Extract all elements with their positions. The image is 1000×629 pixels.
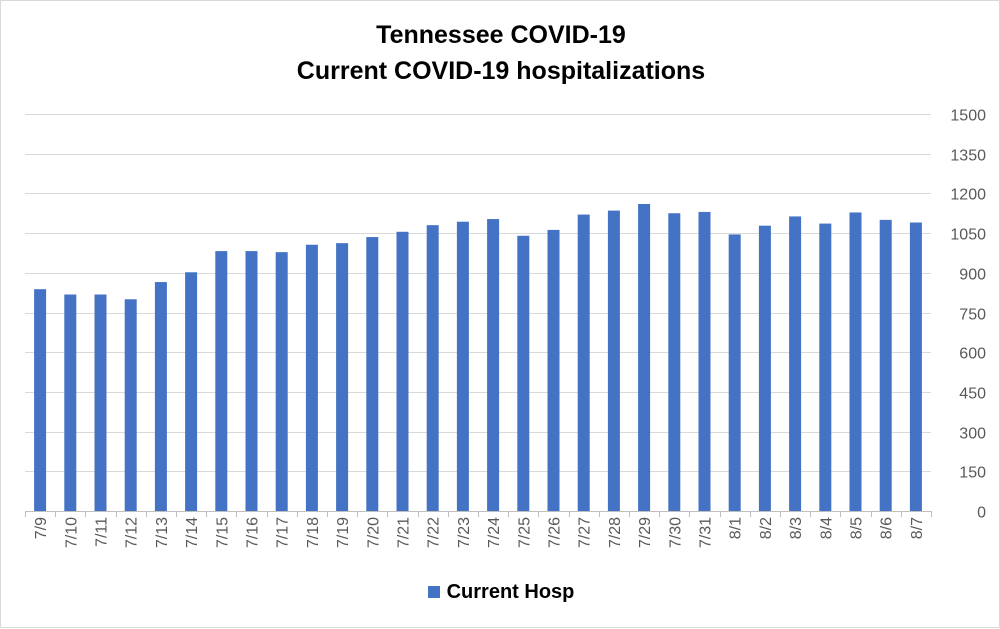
y-tick-label: 750 [959,307,986,324]
x-tick-label: 7/27 [577,517,594,548]
bar [336,243,349,511]
y-tick-label: 1050 [950,227,986,244]
x-tick-label: 8/3 [788,517,805,539]
bar [456,221,469,511]
bar [879,219,892,511]
bar [245,251,258,511]
x-tick-label: 8/4 [818,517,835,539]
bar [426,225,439,511]
bar [124,299,137,511]
x-tick-label: 7/23 [456,517,473,548]
x-tick-label: 7/30 [667,517,684,548]
y-tick-label: 1350 [950,148,986,165]
bar [547,229,560,511]
x-tick-label: 7/31 [698,517,715,548]
legend-swatch [427,586,440,598]
bar [64,294,77,511]
bar [215,251,228,511]
x-tick-label: 7/17 [275,517,292,548]
bar [305,244,318,511]
y-tick-label: 0 [977,505,986,522]
x-tick-label: 8/7 [909,517,926,539]
bar [698,211,711,511]
x-tick-label: 7/24 [486,517,503,548]
x-tick-label: 7/20 [365,517,382,548]
x-tick-label: 7/13 [154,517,171,548]
x-tick-label: 7/19 [335,517,352,548]
x-tick-label: 7/21 [396,517,413,548]
chart-legend: Current Hosp [1,581,1000,604]
bar [849,212,862,511]
x-tick-label: 7/15 [214,517,231,548]
y-tick-label: 150 [959,465,986,482]
x-tick-label: 7/10 [63,517,80,548]
y-tick-label: 1200 [950,187,986,204]
x-tick-label: 7/25 [516,517,533,548]
bar [668,213,681,511]
bar [728,234,741,511]
bar [396,231,409,511]
bar [789,216,802,511]
x-tick-label: 7/11 [94,517,111,547]
bar [275,252,288,511]
x-tick-label: 8/2 [758,517,775,539]
x-tick-label: 7/26 [547,517,564,548]
x-tick-label: 7/16 [245,517,262,548]
bar [185,272,198,511]
x-tick-label: 7/22 [426,517,443,548]
x-tick-label: 7/29 [637,517,654,548]
y-tick-label: 600 [959,346,986,363]
x-tick-label: 8/6 [879,517,896,539]
bar [638,203,651,511]
legend-label: Current Hosp [446,581,575,603]
x-tick-label: 8/1 [728,517,745,539]
x-tick-label: 7/18 [305,517,322,548]
chart-title: Tennessee COVID-19 [376,21,626,49]
y-tick-label: 900 [959,267,986,284]
x-tick-label: 7/14 [184,517,201,548]
y-tick-label: 450 [959,386,986,403]
bar [758,225,771,511]
bar [607,210,620,511]
x-tick-label: 7/9 [33,517,50,539]
chart-subtitle: Current COVID-19 hospitalizations [296,57,706,85]
bar [517,235,530,511]
bar [94,294,107,511]
bar [819,223,832,511]
x-tick-label: 7/28 [607,517,624,548]
bar [577,214,590,511]
bar [34,289,47,511]
bar [366,237,379,511]
bar [154,282,167,511]
x-tick-label: 8/5 [849,517,866,539]
x-tick-label: 7/12 [124,517,141,548]
y-tick-label: 300 [959,426,986,443]
bar [487,219,500,511]
bar [909,222,922,511]
y-tick-label: 1500 [950,108,986,125]
